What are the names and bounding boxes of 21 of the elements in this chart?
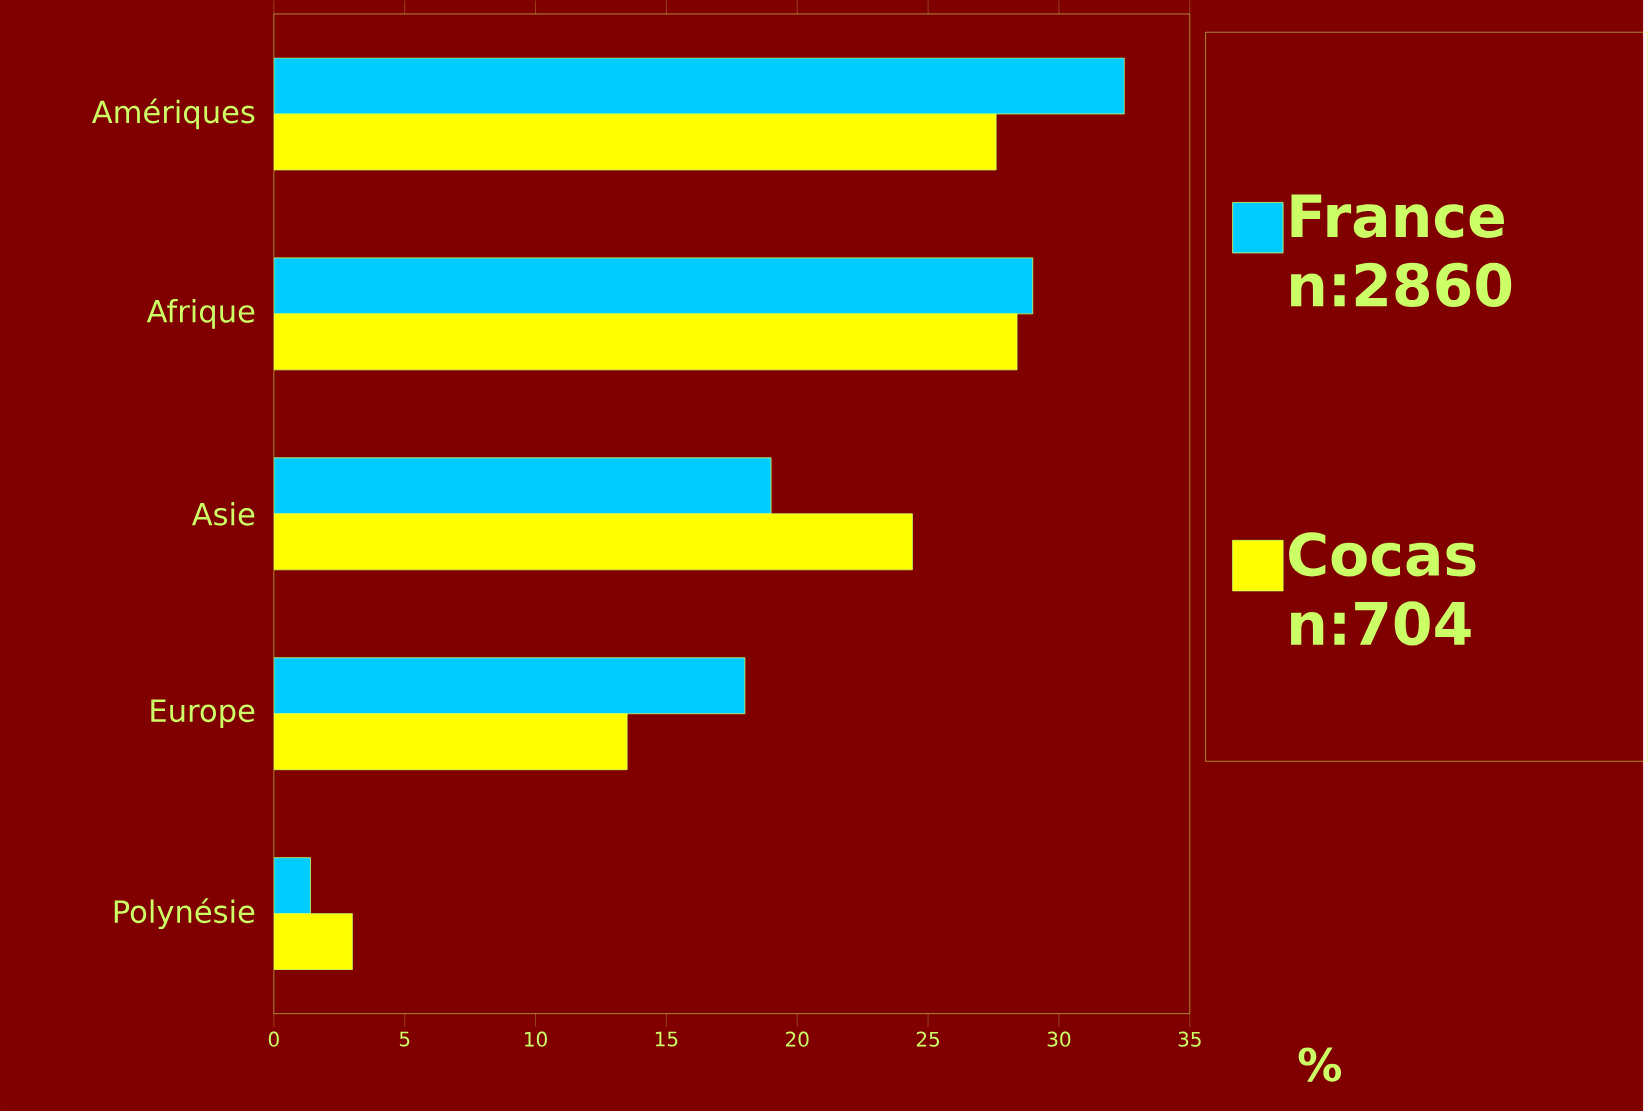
bar	[273, 57, 1125, 115]
y-tick-label: Polynésie	[114, 898, 255, 929]
legend-label: France n:2860	[1291, 194, 1512, 307]
x-tick-label: 0	[268, 1031, 279, 1047]
bar	[273, 857, 311, 914]
bar	[273, 257, 1034, 315]
x-tick-label: 25	[916, 1031, 940, 1047]
x-tick-label: 20	[786, 1031, 809, 1047]
x-tick-label: 15	[655, 1031, 678, 1047]
y-tick-label: Europe	[151, 699, 255, 728]
x-tick-label: 35	[1178, 1031, 1201, 1047]
x-axis-title: %	[1298, 1047, 1342, 1082]
x-tick-label: 10	[525, 1031, 547, 1047]
y-tick-label: Asie	[191, 501, 255, 526]
bar	[273, 657, 746, 714]
legend-label: Cocas n:704	[1289, 532, 1476, 646]
x-tick-label: 30	[1047, 1031, 1071, 1047]
y-tick-label: Amériques	[91, 98, 255, 130]
bar	[273, 457, 772, 515]
y-tick-label: Afrique	[146, 298, 255, 329]
x-tick-label: 5	[399, 1031, 410, 1047]
